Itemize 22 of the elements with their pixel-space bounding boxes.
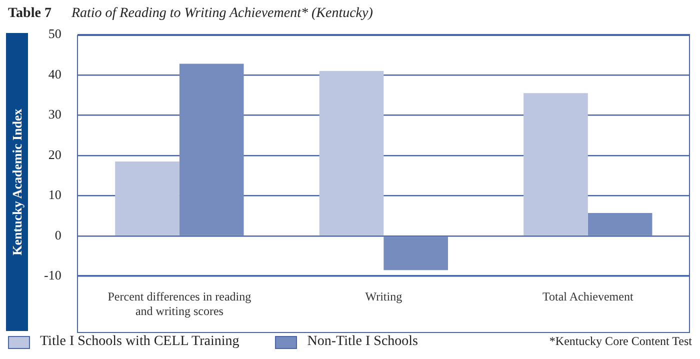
x-tick-label: Total Achievement [542, 290, 634, 304]
bar [588, 213, 652, 236]
text: *Kentucky Core Content Test [549, 334, 692, 349]
y-tick-label: 0 [54, 227, 62, 242]
y-tick-label: -10 [44, 268, 62, 283]
y-axis-title: Kentucky Academic Index [9, 108, 25, 256]
y-tick-label: 30 [48, 106, 62, 122]
y-tick-label: 40 [48, 66, 62, 82]
bar [384, 236, 448, 270]
x-tick-label: Writing [365, 290, 402, 304]
chart-title: Ratio of Reading to Writing Achievement* (Kentucky) [71, 6, 373, 21]
bar [524, 93, 588, 236]
y-tick-label: 10 [48, 187, 62, 202]
bar [179, 64, 244, 236]
y-tick-label: 20 [48, 146, 62, 162]
y-tick-label: 50 [48, 26, 62, 42]
caption: Table 7 [8, 6, 52, 21]
x-tick-label: Percent differences in reading and writing scores [108, 290, 252, 318]
bar [115, 162, 180, 236]
legend-label: Title I Schools with CELL Training [40, 334, 240, 350]
legend-label: Non-Title I Schools [307, 334, 418, 350]
bar [319, 71, 384, 236]
